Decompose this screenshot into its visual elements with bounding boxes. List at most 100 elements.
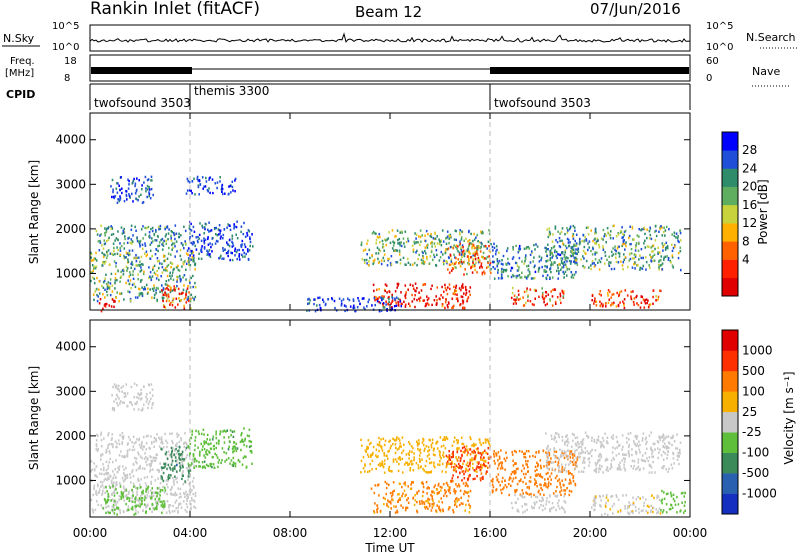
data-cell: [205, 450, 207, 454]
data-cell: [206, 433, 209, 437]
data-cell: [210, 462, 213, 466]
data-cell: [616, 468, 619, 471]
data-cell: [469, 448, 472, 451]
data-cell: [543, 300, 545, 304]
data-cell: [417, 447, 419, 451]
data-cell: [582, 249, 585, 253]
data-cell: [576, 465, 579, 468]
data-cell: [144, 226, 146, 230]
data-cell: [178, 456, 180, 459]
data-cell: [536, 245, 539, 248]
data-cell: [567, 257, 569, 260]
data-cell: [416, 287, 418, 290]
data-cell: [145, 448, 148, 451]
data-cell: [114, 195, 117, 198]
data-cell: [527, 450, 530, 453]
data-cell: [469, 286, 472, 289]
data-cell: [472, 477, 475, 481]
data-cell: [176, 278, 178, 282]
data-cell: [91, 468, 93, 471]
data-cell: [466, 255, 469, 258]
data-cell: [94, 257, 97, 260]
data-cell: [207, 252, 209, 255]
data-cell: [575, 261, 578, 264]
data-cell: [512, 248, 514, 251]
data-cell: [110, 252, 113, 255]
data-cell: [209, 229, 212, 233]
data-cell: [596, 438, 599, 441]
data-cell: [101, 484, 104, 487]
data-cell: [610, 296, 612, 299]
data-cell: [469, 465, 471, 468]
data-cell: [651, 250, 653, 253]
data-cell: [385, 492, 387, 496]
data-cell: [428, 504, 431, 508]
data-cell: [381, 298, 383, 302]
data-cell: [203, 232, 205, 235]
data-cell: [184, 495, 186, 499]
data-cell: [576, 252, 578, 256]
data-cell: [613, 224, 615, 227]
data-cell: [644, 302, 647, 305]
data-cell: [212, 463, 215, 466]
data-cell: [513, 472, 516, 475]
data-cell: [447, 286, 449, 289]
data-cell: [164, 227, 166, 231]
data-cell: [621, 264, 624, 267]
data-cell: [606, 458, 609, 461]
data-cell: [469, 293, 471, 296]
data-cell: [131, 403, 133, 407]
data-cell: [477, 256, 480, 260]
data-cell: [118, 184, 120, 187]
data-cell: [175, 452, 178, 455]
data-cell: [160, 436, 163, 439]
data-cell: [613, 458, 615, 461]
data-cell: [485, 470, 488, 473]
data-cell: [646, 236, 648, 240]
data-cell: [564, 489, 567, 492]
data-cell: [158, 278, 160, 282]
data-cell: [433, 242, 436, 245]
data-cell: [595, 300, 598, 303]
data-cell: [448, 256, 450, 260]
data-cell: [678, 450, 681, 453]
data-cell: [673, 440, 676, 443]
data-cell: [655, 229, 657, 233]
data-cell: [388, 231, 390, 234]
data-cell: [623, 242, 626, 246]
data-cell: [628, 501, 630, 504]
data-cell: [593, 261, 595, 265]
data-cell: [672, 246, 675, 250]
data-cell: [622, 445, 624, 449]
data-cell: [597, 239, 599, 242]
data-cell: [131, 192, 133, 196]
data-cell: [331, 297, 333, 300]
data-cell: [426, 471, 429, 474]
data-cell: [546, 266, 548, 269]
data-cell: [597, 261, 599, 264]
data-cell: [169, 488, 172, 492]
data-cell: [623, 303, 625, 307]
data-cell: [665, 468, 667, 471]
data-cell: [219, 256, 221, 259]
data-cell: [568, 489, 571, 493]
data-cell: [194, 492, 197, 495]
data-cell: [466, 453, 469, 457]
data-cell: [658, 266, 660, 269]
data-cell: [651, 455, 653, 458]
data-cell: [182, 276, 184, 279]
data-cell: [207, 228, 209, 231]
data-cell: [565, 265, 568, 269]
data-cell: [600, 257, 603, 260]
data-cell: [534, 264, 536, 267]
data-cell: [102, 260, 105, 264]
data-cell: [648, 264, 650, 267]
data-cell: [386, 454, 388, 458]
data-cell: [148, 192, 151, 196]
data-cell: [495, 245, 498, 248]
data-cell: [122, 485, 125, 488]
data-cell: [172, 476, 174, 480]
data-cell: [526, 486, 529, 489]
data-cell: [428, 487, 430, 490]
